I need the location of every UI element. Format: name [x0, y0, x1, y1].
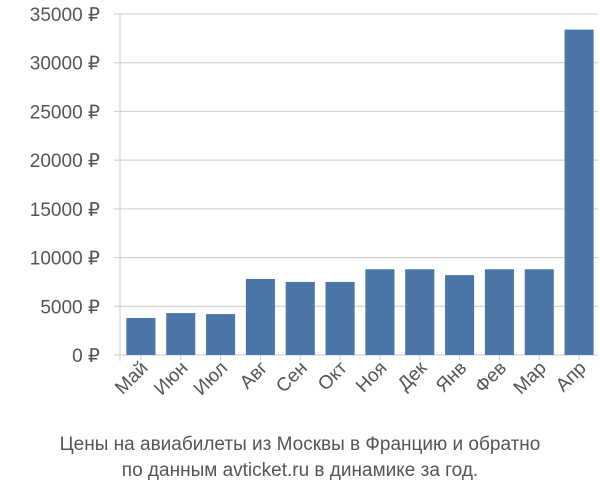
bar	[445, 275, 475, 355]
bar	[325, 281, 355, 355]
bar-chart: 0 ₽ 5000 ₽ 10000 ₽ 15000 ₽ 20000 ₽ 25000 ₽ 300…	[30, 5, 598, 400]
bar	[126, 317, 156, 355]
x-tick-label: Июл	[190, 358, 232, 400]
y-tick-label: 30000 ₽	[30, 54, 100, 75]
x-tick-label: Янв	[432, 358, 471, 397]
y-tick-label: 15000 ₽	[30, 200, 100, 221]
bars	[126, 29, 594, 356]
x-tick-label: Мар	[510, 358, 551, 399]
y-tick-label: 20000 ₽	[30, 151, 100, 172]
x-tick-label: Авг	[236, 358, 272, 394]
y-tick-label: 10000 ₽	[30, 249, 100, 270]
y-tick-label: 35000 ₽	[30, 5, 100, 26]
bar	[405, 269, 435, 355]
bar	[285, 281, 315, 355]
x-tick-label: Ноя	[352, 358, 391, 397]
chart-caption-line-2: по данным avticket.ru в динамике за год.	[121, 460, 479, 481]
x-tick-label: Июн	[150, 358, 192, 400]
bar	[166, 313, 196, 355]
y-tick-label: 0 ₽	[72, 346, 100, 367]
bar	[206, 314, 236, 355]
x-tick-label: Фев	[471, 358, 511, 398]
y-tick-label: 5000 ₽	[40, 297, 100, 318]
y-tick-label: 25000 ₽	[30, 102, 100, 123]
chart-caption-line-1: Цены на авиабилеты из Москвы в Францию и…	[59, 434, 541, 455]
y-axis: 0 ₽ 5000 ₽ 10000 ₽ 15000 ₽ 20000 ₽ 25000 ₽ 300…	[30, 5, 121, 367]
x-tick-label: Окт	[314, 357, 352, 395]
bar	[484, 269, 514, 355]
x-tick-label: Май	[111, 358, 152, 399]
bar	[564, 29, 594, 356]
bar	[245, 279, 275, 355]
bar	[365, 269, 395, 355]
x-tick-label: Дек	[394, 357, 432, 395]
x-tick-label: Апр	[552, 358, 591, 397]
x-tick-label: Сен	[272, 358, 311, 397]
bar	[524, 269, 554, 355]
chart-grid	[114, 13, 598, 356]
